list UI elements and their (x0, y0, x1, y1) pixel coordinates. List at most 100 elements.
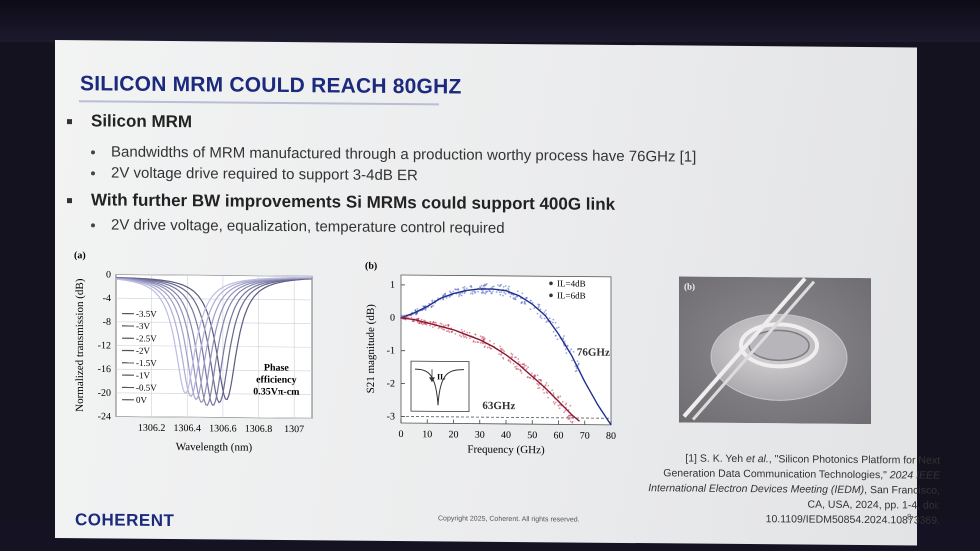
scatter-point-il4db (521, 292, 524, 295)
scatter-point-il6db (520, 372, 523, 374)
scatter-point-il6db (547, 384, 550, 387)
annotation-value: 0.35Vπ-cm (253, 386, 300, 397)
title-underline (79, 100, 439, 106)
scatter-point-il6db (460, 328, 463, 331)
scatter-point-il4db (482, 284, 485, 287)
x-tick-label-a: 1306.6 (209, 423, 236, 434)
bullet-1-sub-2: 2V voltage drive required to support 3-4… (111, 164, 418, 185)
scatter-point-il6db (413, 320, 416, 323)
scatter-point-il6db (532, 378, 535, 381)
scatter-point-il6db (434, 321, 437, 324)
scatter-point-il6db (545, 381, 548, 384)
scatter-point-il6db (515, 367, 518, 370)
scatter-point-il4db (500, 291, 503, 293)
scatter-point-il6db (489, 347, 492, 350)
slide-title: SILICON MRM COULD REACH 80GHZ (80, 72, 462, 99)
scatter-point-il6db (509, 360, 512, 362)
scatter-point-il6db (538, 378, 540, 381)
scatter-point-il6db (537, 384, 540, 387)
sem-waveguide-1 (682, 277, 807, 418)
scatter-point-il6db (474, 341, 477, 344)
scatter-point-il6db (563, 411, 565, 414)
scatter-point-il6db (481, 337, 483, 340)
y-tick-label-a: -12 (98, 340, 111, 351)
resonance-curve (115, 277, 313, 406)
panel-label-a: (a) (74, 250, 86, 261)
scatter-point-il6db (481, 342, 484, 345)
scatter-point-il4db (485, 283, 488, 285)
scatter-point-il6db (533, 374, 535, 377)
legend-entry-b: IL=6dB (557, 290, 586, 300)
scatter-point-il6db (463, 330, 466, 333)
y-tick-label-b: 0 (390, 313, 395, 324)
scatter-point-il6db (466, 331, 469, 334)
scatter-point-il4db (538, 305, 540, 308)
projector-stage-top (0, 0, 980, 42)
scatter-point-il4db (565, 352, 568, 354)
scatter-point-il4db (563, 335, 565, 337)
scatter-point-il4db (554, 321, 557, 324)
scatter-point-il6db (486, 346, 489, 349)
bullet-2-sub-1: 2V drive voltage, equalization, temperat… (111, 216, 505, 237)
scatter-point-il4db (563, 340, 566, 343)
presentation-slide: SILICON MRM COULD REACH 80GHZ Silicon MR… (55, 40, 940, 546)
copyright-text: Copyright 2025, Coherent. All rights res… (438, 515, 580, 524)
scatter-point-il4db (491, 290, 494, 293)
y-tick-label-a: 0 (106, 269, 111, 280)
page-number: 8 (907, 512, 912, 522)
scatter-point-il6db (503, 350, 506, 353)
scatter-point-il6db (483, 339, 485, 341)
legend-entry-a: -1.5V (136, 358, 157, 368)
scatter-point-il6db (540, 380, 543, 382)
scatter-point-il6db (489, 339, 491, 342)
scatter-point-il4db (454, 288, 456, 291)
scatter-point-il6db (538, 387, 541, 389)
scatter-point-il4db (400, 314, 403, 317)
scatter-point-il4db (578, 362, 580, 365)
legend-entry-a: -2.5V (136, 333, 157, 343)
scatter-point-il6db (479, 335, 482, 338)
scatter-point-il6db (564, 409, 567, 412)
scatter-point-il4db (557, 326, 560, 329)
scatter-point-il4db (504, 292, 507, 295)
scatter-point-il6db (510, 352, 513, 355)
scatter-point-il6db (509, 361, 512, 364)
grid-line-a (116, 392, 312, 395)
scatter-point-il6db (484, 345, 486, 348)
scatter-point-il4db (470, 292, 472, 295)
legend-entry-a: -0.5V (136, 383, 157, 393)
sem-ring-outer (739, 322, 819, 369)
scatter-point-il6db (552, 400, 555, 403)
scatter-point-il4db (537, 303, 540, 306)
scatter-point-il4db (477, 290, 479, 293)
scatter-point-il4db (485, 290, 488, 293)
scatter-point-il4db (512, 297, 515, 299)
scatter-point-il6db (554, 401, 557, 404)
scatter-point-il6db (547, 396, 550, 399)
scatter-point-il4db (498, 291, 501, 294)
scatter-point-il4db (497, 284, 499, 286)
scatter-point-il6db (498, 353, 501, 355)
scatter-point-il6db (460, 335, 463, 338)
scatter-point-il6db (536, 382, 539, 385)
scatter-point-il4db (552, 330, 555, 333)
bullet-square (67, 119, 72, 125)
scatter-point-il4db (543, 311, 546, 314)
scatter-point-il4db (463, 285, 466, 288)
scatter-point-il4db (463, 292, 466, 295)
fit-curve-il4db (400, 288, 612, 426)
scatter-point-il4db (502, 286, 505, 288)
scatter-point-il6db (451, 330, 454, 333)
scatter-point-il6db (517, 360, 520, 363)
scatter-point-il4db (543, 317, 546, 320)
scatter-point-il4db (552, 318, 555, 321)
scatter-point-il6db (514, 366, 517, 368)
scatter-point-il6db (420, 318, 423, 321)
scatter-point-il6db (512, 363, 515, 365)
y-tick-label-a: -8 (103, 317, 111, 328)
scatter-point-il4db (424, 309, 427, 311)
scatter-point-il6db (417, 317, 420, 320)
scatter-point-il6db (511, 353, 514, 356)
x-tick-label-b: 60 (554, 430, 564, 441)
x-tick-label-b: 20 (449, 429, 459, 440)
